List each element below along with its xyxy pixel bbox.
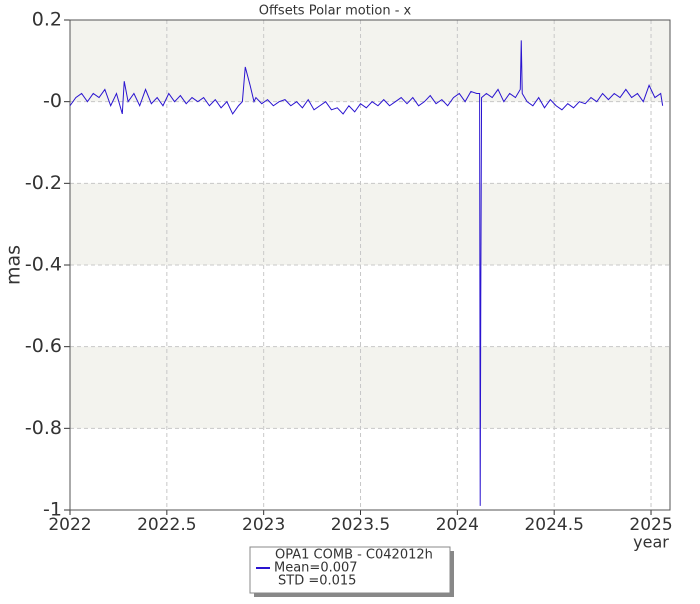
legend-note: STD =0.015 bbox=[278, 574, 356, 589]
y-tick-label: -0.2 bbox=[25, 172, 62, 194]
y-tick-label: -0.4 bbox=[25, 254, 62, 276]
x-axis-label: year bbox=[633, 533, 669, 552]
legend-entry: OPA1 COMB - C042012h bbox=[275, 548, 433, 563]
y-axis-label: mas bbox=[3, 245, 25, 285]
y-tick-label: 0.2 bbox=[32, 9, 62, 31]
x-tick-label: 2023 bbox=[242, 515, 285, 535]
y-tick-label: -1 bbox=[43, 499, 62, 521]
x-tick-label: 2022 bbox=[48, 515, 91, 535]
y-tick-label: -0.6 bbox=[25, 335, 62, 357]
x-tick-label: 2025 bbox=[629, 515, 672, 535]
y-tick-label: -0.8 bbox=[25, 417, 62, 439]
data-line bbox=[69, 40, 664, 506]
band bbox=[70, 183, 670, 265]
chart-title: Offsets Polar motion - x bbox=[259, 4, 412, 19]
x-tick-label: 2024.5 bbox=[524, 515, 583, 535]
legend-box bbox=[249, 546, 451, 594]
x-tick-label: 2022.5 bbox=[137, 515, 196, 535]
band bbox=[70, 20, 670, 102]
x-tick-label: 2024 bbox=[436, 515, 479, 535]
y-tick-label: -0 bbox=[43, 90, 62, 112]
legend: OPA1 COMB - C042012h Mean=0.007 STD =0.0… bbox=[249, 546, 454, 597]
x-tick-label: 2023.5 bbox=[331, 515, 390, 535]
band bbox=[70, 346, 670, 429]
plot-frame bbox=[69, 19, 671, 511]
legend-note: Mean=0.007 bbox=[274, 561, 358, 576]
